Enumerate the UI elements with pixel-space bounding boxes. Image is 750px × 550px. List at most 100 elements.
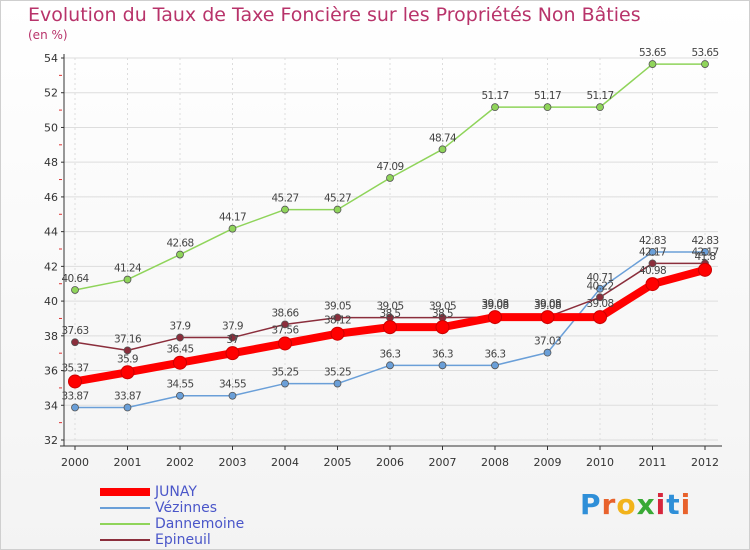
data-label-Epineuil-2001: 37.16 — [114, 333, 142, 345]
data-label-JUNAY-2004: 37.56 — [271, 324, 299, 336]
data-label-JUNAY-2002: 36.45 — [166, 344, 193, 356]
legend-item-Epineuil: Epineuil — [100, 532, 211, 548]
data-point-Vézinnes-2007 — [438, 361, 447, 370]
x-tick-label: 2006 — [376, 456, 404, 469]
data-point-Vézinnes-2004 — [281, 379, 289, 388]
legend-swatch — [100, 539, 150, 541]
data-label-Epineuil-2003: 37.9 — [222, 321, 243, 333]
data-label-Vézinnes-2007: 36.3 — [432, 348, 453, 360]
data-point-Vézinnes-2003 — [228, 391, 237, 400]
data-label-Dannemoine-2000: 40.64 — [61, 273, 89, 285]
data-label-Epineuil-2012: 42.17 — [691, 246, 718, 258]
data-point-JUNAY-2004 — [278, 336, 292, 351]
data-point-Vézinnes-2008 — [491, 361, 499, 370]
series-layer — [68, 60, 712, 412]
data-label-Epineuil-2007: 39.05 — [429, 301, 456, 313]
data-label-Epineuil-2009: 39.08 — [534, 300, 561, 312]
logo-letter: o — [616, 488, 637, 521]
data-point-Dannemoine-2007 — [438, 145, 447, 154]
data-label-JUNAY-2010: 39.08 — [586, 298, 613, 310]
data-point-JUNAY-2003 — [225, 346, 240, 361]
chart-title: Evolution du Taux de Taxe Foncière sur l… — [28, 4, 641, 26]
data-label-JUNAY-2012: 41.8 — [695, 251, 716, 263]
data-point-Dannemoine-2004 — [281, 205, 289, 214]
data-point-JUNAY-2010 — [593, 310, 607, 325]
data-point-Dannemoine-2010 — [596, 103, 604, 112]
x-tick-label: 2002 — [166, 456, 194, 469]
data-point-Dannemoine-2012 — [701, 60, 709, 68]
data-point-JUNAY-2000 — [68, 374, 82, 389]
data-label-Vézinnes-2002: 34.55 — [166, 379, 193, 391]
data-label-Dannemoine-2006: 47.09 — [376, 161, 403, 173]
data-label-Dannemoine-2009: 51.17 — [534, 90, 561, 102]
data-point-Vézinnes-2002 — [176, 391, 184, 400]
legend-label: Dannemoine — [155, 516, 245, 532]
legend-swatch — [100, 488, 150, 496]
data-point-JUNAY-2009 — [540, 310, 555, 325]
x-tick-label: 2009 — [534, 456, 562, 469]
data-point-Vézinnes-2010 — [596, 284, 604, 293]
data-label-Vézinnes-2005: 35.25 — [324, 367, 351, 379]
y-tick-label: 34 — [44, 399, 58, 412]
data-point-JUNAY-2012 — [698, 262, 712, 277]
legend-item-Vézinnes: Vézinnes — [100, 500, 217, 516]
y-tick-label: 52 — [44, 87, 58, 100]
data-point-Epineuil-2010 — [596, 293, 604, 302]
data-point-Vézinnes-2006 — [386, 361, 394, 370]
data-label-JUNAY-2008: 39.08 — [481, 298, 508, 310]
x-tick-label: 2010 — [586, 456, 614, 469]
x-tick-label: 2004 — [271, 456, 299, 469]
x-tick-label: 2011 — [639, 456, 667, 469]
data-label-Epineuil-2010: 40.22 — [586, 280, 613, 292]
data-point-Dannemoine-2011 — [648, 60, 657, 68]
proxiti-logo: Proxiti — [580, 488, 691, 521]
data-label-JUNAY-2007: 38.5 — [432, 308, 453, 320]
y-tick-label: 54 — [44, 52, 58, 65]
data-label-JUNAY-2001: 35.9 — [117, 353, 138, 365]
logo-letter: x — [636, 488, 656, 521]
x-tick-label: 2005 — [324, 456, 352, 469]
data-point-Epineuil-2003 — [228, 333, 237, 342]
legend-item-Dannemoine: Dannemoine — [100, 516, 244, 532]
data-label-JUNAY-2003: 37 — [226, 334, 238, 346]
data-point-JUNAY-2006 — [383, 320, 397, 335]
data-label-Dannemoine-2012: 53.65 — [691, 47, 718, 59]
x-tick-label: 2008 — [481, 456, 509, 469]
data-label-Dannemoine-2010: 51.17 — [586, 90, 613, 102]
legend-label: JUNAY — [155, 484, 197, 500]
data-point-Vézinnes-2009 — [543, 348, 552, 357]
x-tick-label: 2012 — [691, 456, 719, 469]
data-point-JUNAY-2001 — [120, 365, 135, 380]
data-point-Dannemoine-2005 — [333, 205, 342, 214]
data-label-Epineuil-2004: 38.66 — [271, 307, 299, 319]
data-label-Dannemoine-2002: 42.68 — [166, 238, 193, 250]
data-label-Dannemoine-2001: 41.24 — [114, 263, 142, 275]
data-label-Epineuil-2011: 42.17 — [639, 246, 666, 258]
x-tick-label: 2000 — [61, 456, 89, 469]
data-point-JUNAY-2008 — [488, 310, 502, 325]
legend-item-JUNAY: JUNAY — [100, 484, 197, 500]
data-label-JUNAY-2005: 38.12 — [324, 315, 351, 327]
data-point-Vézinnes-2000 — [71, 403, 79, 412]
data-point-Epineuil-2004 — [281, 320, 289, 329]
data-label-Dannemoine-2011: 53.65 — [639, 47, 666, 59]
data-label-Epineuil-2008: 39.08 — [481, 300, 508, 312]
data-point-Dannemoine-2006 — [386, 174, 394, 182]
legend-swatch — [100, 523, 150, 525]
data-point-Dannemoine-2002 — [176, 250, 184, 259]
data-point-Vézinnes-2011 — [648, 248, 657, 256]
data-label-Vézinnes-2003: 34.55 — [219, 379, 246, 391]
data-label-Vézinnes-2008: 36.3 — [485, 348, 506, 360]
x-tick-label: 2003 — [219, 456, 247, 469]
data-label-Dannemoine-2005: 45.27 — [324, 193, 351, 205]
logo-letter: i — [655, 488, 667, 521]
y-tick-label: 42 — [44, 260, 58, 273]
legend-label: Epineuil — [155, 532, 211, 548]
data-point-JUNAY-2007 — [435, 320, 450, 335]
data-label-JUNAY-2006: 38.5 — [380, 308, 401, 320]
y-tick-label: 46 — [44, 191, 58, 204]
y-tick-label: 50 — [44, 121, 58, 134]
data-label-Vézinnes-2009: 37.03 — [534, 336, 561, 348]
